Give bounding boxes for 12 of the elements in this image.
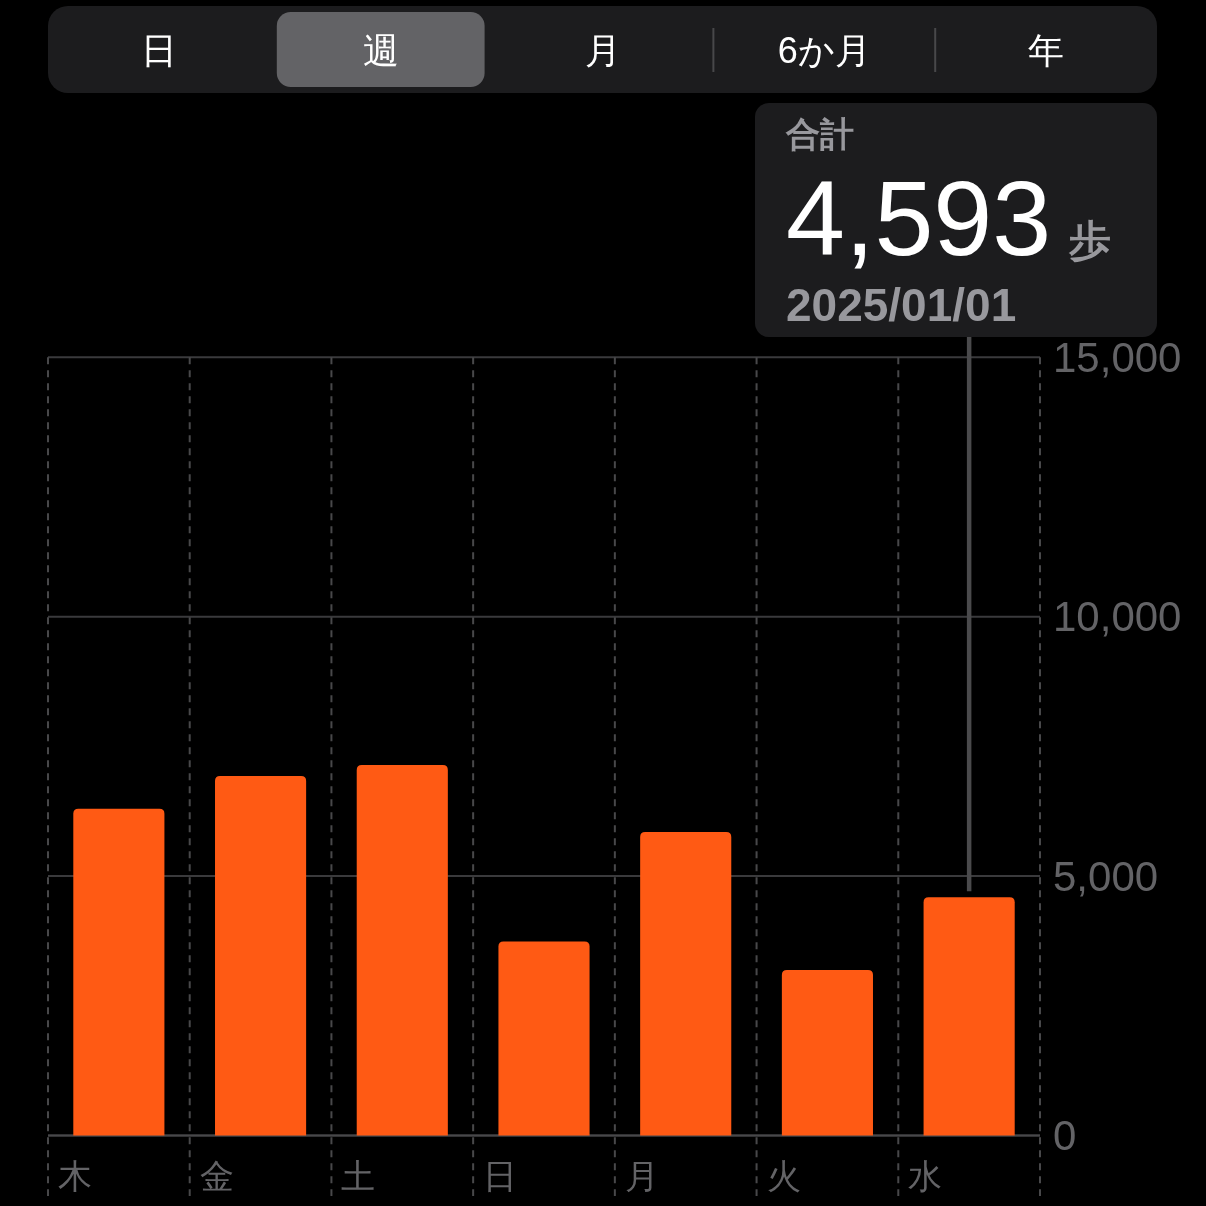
x-tick-label: 土: [341, 1157, 376, 1195]
x-tick-label: 火: [766, 1157, 801, 1195]
y-tick-label: 10,000: [1053, 593, 1182, 641]
segmented-control: 日 週 月 6か月 年: [48, 6, 1157, 93]
y-tick-label: 15,000: [1053, 333, 1182, 381]
x-tick-label: 木: [58, 1157, 92, 1195]
y-tick-label: 0: [1053, 1112, 1077, 1159]
x-tick-label: 金: [199, 1157, 234, 1195]
x-tick-label: 日: [483, 1157, 518, 1195]
x-tick-label: 月: [624, 1157, 659, 1195]
y-tick-label: 5,000: [1053, 852, 1159, 900]
x-tick-label: 水: [908, 1157, 943, 1195]
